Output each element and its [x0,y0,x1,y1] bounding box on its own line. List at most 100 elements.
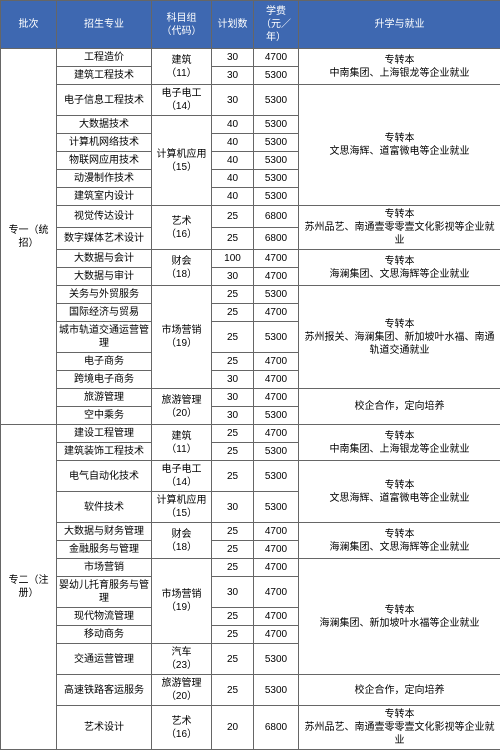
th-plan: 计划数 [212,1,254,49]
plan-cell: 25 [212,443,254,461]
fee-cell: 5300 [254,644,299,675]
fee-cell: 5300 [254,67,299,85]
table-row: 市场营销市场营销（19）254700专转本海澜集团、新加坡叶水福等企业就业 [1,559,500,577]
major-cell: 现代物流管理 [57,608,152,626]
table-row: 视觉传达设计艺术（16）256800专转本苏州品艺、南通壹零零壹文化影视等企业就… [1,206,500,228]
plan-cell: 25 [212,541,254,559]
fee-cell: 4700 [254,608,299,626]
fee-cell: 4700 [254,49,299,67]
plan-cell: 30 [212,85,254,116]
career-cell: 校企合作，定向培养 [299,389,500,425]
plan-cell: 40 [212,152,254,170]
major-cell: 大数据与会计 [57,250,152,268]
fee-cell: 5300 [254,170,299,188]
major-cell: 跨境电子商务 [57,371,152,389]
table-row: 专一（统招）工程造价建筑（11）304700专转本中南集团、上海银龙等企业就业 [1,49,500,67]
plan-cell: 30 [212,67,254,85]
plan-cell: 30 [212,577,254,608]
plan-cell: 30 [212,268,254,286]
plan-cell: 25 [212,626,254,644]
major-cell: 空中乘务 [57,407,152,425]
plan-cell: 25 [212,206,254,228]
th-batch: 批次 [1,1,57,49]
group-cell: 计算机应用（15） [152,492,212,523]
plan-cell: 40 [212,188,254,206]
group-cell: 市场营销（19） [152,286,212,389]
fee-cell: 4700 [254,541,299,559]
major-cell: 高速铁路客运服务 [57,675,152,706]
major-cell: 电气自动化技术 [57,461,152,492]
major-cell: 建设工程管理 [57,425,152,443]
th-major: 招生专业 [57,1,152,49]
fee-cell: 5300 [254,675,299,706]
fee-cell: 4700 [254,577,299,608]
plan-cell: 20 [212,706,254,750]
major-cell: 移动商务 [57,626,152,644]
batch-cell: 专一（统招） [1,49,57,425]
group-cell: 电子电工（14） [152,461,212,492]
plan-cell: 30 [212,371,254,389]
fee-cell: 6800 [254,706,299,750]
fee-cell: 5300 [254,492,299,523]
major-cell: 大数据技术 [57,116,152,134]
major-cell: 城市轨道交通运营管理 [57,322,152,353]
fee-cell: 5300 [254,443,299,461]
major-cell: 物联网应用技术 [57,152,152,170]
group-cell: 财会（18） [152,250,212,286]
career-cell: 专转本文思海辉、道富微电等企业就业 [299,461,500,523]
major-cell: 软件技术 [57,492,152,523]
plan-cell: 30 [212,389,254,407]
th-fee: 学费（元／年） [254,1,299,49]
plan-cell: 25 [212,559,254,577]
fee-cell: 6800 [254,206,299,228]
major-cell: 建筑装饰工程技术 [57,443,152,461]
fee-cell: 4700 [254,371,299,389]
plan-cell: 40 [212,134,254,152]
table-row: 大数据与财务管理财会（18）254700专转本海澜集团、文思海辉等企业就业 [1,523,500,541]
plan-cell: 25 [212,228,254,250]
group-cell: 旅游管理（20） [152,675,212,706]
major-cell: 交通运营管理 [57,644,152,675]
fee-cell: 5300 [254,461,299,492]
table-row: 高速铁路客运服务旅游管理（20）255300校企合作，定向培养 [1,675,500,706]
header-row: 批次 招生专业 科目组（代码） 计划数 学费（元／年） 升学与就业 [1,1,500,49]
enrollment-table: 批次 招生专业 科目组（代码） 计划数 学费（元／年） 升学与就业 专一（统招）… [0,0,500,750]
fee-cell: 5300 [254,188,299,206]
major-cell: 电子商务 [57,353,152,371]
fee-cell: 4700 [254,626,299,644]
major-cell: 国际经济与贸易 [57,304,152,322]
table-row: 大数据与会计财会（18）1004700专转本海澜集团、文思海辉等企业就业 [1,250,500,268]
fee-cell: 5300 [254,85,299,116]
group-cell: 汽车（23） [152,644,212,675]
plan-cell: 25 [212,608,254,626]
tbody: 专一（统招）工程造价建筑（11）304700专转本中南集团、上海银龙等企业就业建… [1,49,500,750]
plan-cell: 25 [212,304,254,322]
batch-cell: 专二（注册） [1,425,57,750]
plan-cell: 100 [212,250,254,268]
career-cell: 专转本中南集团、上海银龙等企业就业 [299,49,500,85]
table-row: 电气自动化技术电子电工（14）255300专转本文思海辉、道富微电等企业就业 [1,461,500,492]
group-cell: 电子电工（14） [152,85,212,116]
group-cell: 旅游管理（20） [152,389,212,425]
major-cell: 工程造价 [57,49,152,67]
major-cell: 动漫制作技术 [57,170,152,188]
group-cell: 艺术（16） [152,706,212,750]
fee-cell: 4700 [254,353,299,371]
fee-cell: 6800 [254,228,299,250]
plan-cell: 25 [212,322,254,353]
fee-cell: 4700 [254,389,299,407]
major-cell: 旅游管理 [57,389,152,407]
fee-cell: 5300 [254,134,299,152]
major-cell: 数字媒体艺术设计 [57,228,152,250]
major-cell: 大数据与财务管理 [57,523,152,541]
career-cell: 专转本海澜集团、文思海辉等企业就业 [299,523,500,559]
plan-cell: 25 [212,644,254,675]
plan-cell: 30 [212,49,254,67]
career-cell: 专转本海澜集团、新加坡叶水福等企业就业 [299,559,500,675]
major-cell: 金融服务与管理 [57,541,152,559]
major-cell: 大数据与审计 [57,268,152,286]
plan-cell: 25 [212,425,254,443]
major-cell: 建筑工程技术 [57,67,152,85]
group-cell: 建筑（11） [152,49,212,85]
career-cell: 专转本中南集团、上海银龙等企业就业 [299,425,500,461]
